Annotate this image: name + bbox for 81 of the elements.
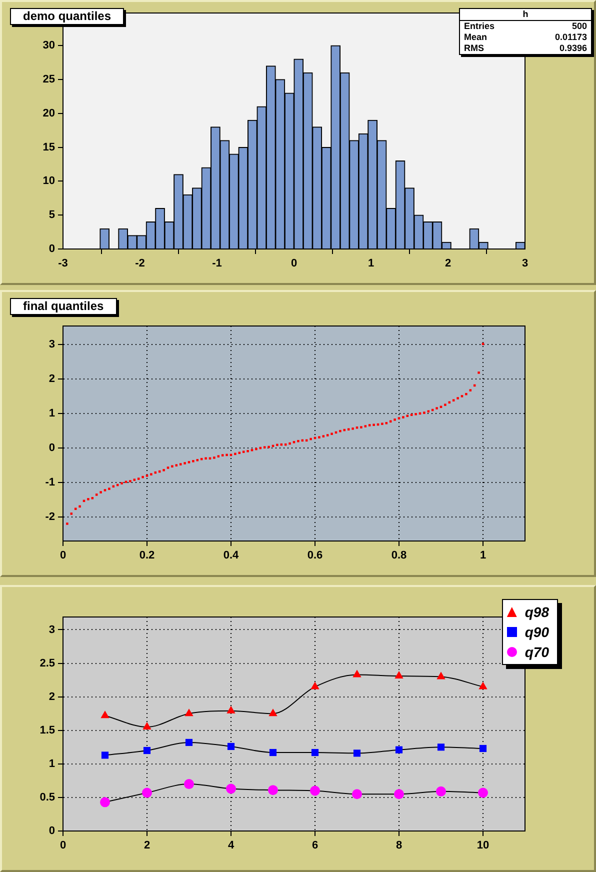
point <box>311 748 319 756</box>
x-tick-label: 8 <box>396 840 402 852</box>
y-tick-label: 0.5 <box>40 791 55 804</box>
point <box>227 742 235 750</box>
x-tick-label: 0 <box>60 550 66 562</box>
point <box>101 752 109 759</box>
chart-title: final quantiles <box>10 298 117 315</box>
point <box>142 788 152 798</box>
y-tick-label: -2 <box>45 511 55 524</box>
point <box>269 748 277 756</box>
point <box>436 786 446 796</box>
x-tick-label: 1 <box>480 550 486 562</box>
point <box>394 789 404 800</box>
point <box>353 750 361 757</box>
text: 500 <box>572 21 587 32</box>
x-tick-label: 0.2 <box>139 550 155 562</box>
y-tick-label: 5 <box>48 209 55 222</box>
point <box>100 797 110 808</box>
annotation: h <box>460 9 591 21</box>
y-tick-label: 25 <box>42 73 55 86</box>
x-tick-label: 1 <box>368 258 374 270</box>
y-tick-label: 1 <box>48 758 55 770</box>
point <box>268 708 278 716</box>
point <box>184 708 194 716</box>
y-tick-label: 2 <box>48 372 55 385</box>
legend-label: q98 <box>524 604 549 620</box>
point <box>395 746 403 754</box>
annotation: Mean <box>464 32 488 43</box>
x-tick-label: -1 <box>212 258 222 270</box>
x-tick-label: 0 <box>60 840 66 852</box>
x-tick-label: 2 <box>144 840 150 852</box>
x-tick-label: -3 <box>58 258 68 270</box>
point <box>143 746 151 754</box>
y-tick-label: 3 <box>48 624 55 636</box>
point <box>478 788 488 798</box>
point <box>185 738 193 746</box>
point <box>478 682 488 690</box>
chart-title: demo quantiles <box>10 8 124 25</box>
point <box>226 784 236 794</box>
x-tick-label: 0.6 <box>307 550 323 562</box>
legend-label: q90 <box>524 624 549 640</box>
y-tick-label: 10 <box>42 175 55 188</box>
text: 0.01173 <box>554 32 587 43</box>
point <box>352 789 362 800</box>
y-tick-label: 1 <box>48 407 55 420</box>
point <box>226 706 236 714</box>
x-tick-label: 2 <box>444 258 452 270</box>
x-tick-label: 10 <box>476 840 490 852</box>
x-tick-label: -2 <box>135 258 145 270</box>
x-tick-label: 0 <box>290 258 298 270</box>
point <box>479 744 487 752</box>
point <box>436 672 446 680</box>
point <box>310 682 320 690</box>
y-tick-label: 0 <box>48 442 55 454</box>
x-tick-label: 0.8 <box>391 550 407 562</box>
y-tick-label: 0 <box>48 243 55 256</box>
y-tick-label: 20 <box>42 107 55 120</box>
point <box>142 722 152 730</box>
point <box>394 671 404 679</box>
annotation: Entries <box>464 21 495 32</box>
y-tick-label: 1.5 <box>40 724 55 736</box>
x-tick-label: 6 <box>312 840 318 852</box>
y-tick-label: 0 <box>48 825 55 838</box>
y-tick-label: 30 <box>42 40 55 52</box>
y-tick-label: -1 <box>45 476 55 489</box>
point <box>184 779 194 790</box>
point <box>100 710 110 718</box>
point <box>268 785 278 796</box>
y-tick-label: 2.5 <box>40 657 55 670</box>
y-tick-label: 3 <box>48 338 55 350</box>
x-tick-label: 4 <box>228 840 235 852</box>
y-tick-label: 15 <box>42 141 55 154</box>
x-tick-label: 3 <box>522 258 528 270</box>
y-tick-label: 2 <box>48 690 55 703</box>
text: 0.9396 <box>559 43 587 54</box>
point <box>352 670 362 678</box>
point <box>437 744 445 751</box>
x-tick-label: 0.4 <box>223 550 240 562</box>
point <box>310 786 320 796</box>
legend-label: q70 <box>524 644 549 660</box>
annotation: RMS <box>464 43 484 54</box>
